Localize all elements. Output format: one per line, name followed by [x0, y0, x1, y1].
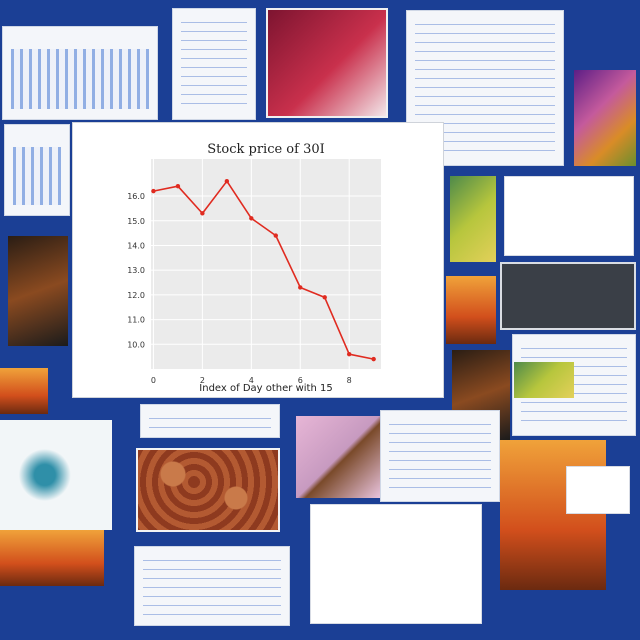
series-group [151, 179, 376, 362]
chart-thumbnail [310, 504, 482, 624]
photo-thumbnail [266, 8, 388, 118]
document-thumbnail [172, 8, 256, 120]
data-point [346, 351, 352, 357]
data-point [151, 188, 156, 194]
document-thumbnail [4, 124, 70, 216]
document-thumbnail [2, 26, 158, 120]
series-line [153, 180, 374, 360]
x-tick-label: 8 [347, 376, 352, 385]
photo-thumbnail [500, 440, 606, 590]
chart-thumbnail [500, 262, 636, 330]
y-tick-label: 11.0 [127, 316, 145, 325]
tick-labels: 16.0 15.0 14.0 13.0 12.0 11.0 10.0 0 2 4 6 8 [127, 192, 352, 385]
photo-thumbnail [514, 362, 574, 398]
chart-thumbnail [566, 466, 630, 514]
chart-title: Stock price of 30I [207, 142, 325, 157]
x-tick-label: 4 [249, 376, 254, 385]
x-tick-label: 2 [200, 376, 205, 385]
grid-lines [151, 159, 381, 369]
y-tick-label: 12.0 [127, 291, 145, 300]
y-tick-label: 16.0 [127, 192, 145, 201]
document-thumbnail [134, 546, 290, 626]
x-tick-label: 0 [151, 376, 156, 385]
data-point [200, 211, 205, 216]
data-point [371, 356, 376, 362]
y-tick-label: 10.0 [127, 340, 145, 349]
x-axis-title: Index of Day other with 15 [199, 383, 332, 394]
x-tick-label: 6 [298, 376, 303, 385]
data-point [298, 285, 303, 290]
photo-thumbnail [296, 416, 380, 498]
photo-thumbnail [136, 448, 280, 532]
data-point [322, 295, 327, 300]
photo-thumbnail [574, 70, 636, 166]
photo-thumbnail [450, 176, 496, 262]
photo-thumbnail [446, 276, 496, 344]
document-thumbnail [380, 410, 500, 502]
photo-thumbnail [0, 420, 112, 530]
photo-thumbnail [0, 368, 48, 414]
data-point [249, 216, 254, 221]
photo-thumbnail [0, 530, 104, 586]
document-thumbnail [140, 404, 280, 438]
y-tick-label: 15.0 [127, 217, 145, 226]
document-thumbnail [512, 334, 636, 436]
y-tick-label: 14.0 [127, 241, 145, 250]
data-point [175, 183, 181, 189]
main-chart-card: Stock price of 30I 16.0 15.0 14.0 13.0 12.0 1… [72, 122, 444, 398]
plot-area [151, 159, 381, 369]
y-tick-label: 13.0 [127, 266, 145, 275]
data-point [273, 233, 278, 238]
data-point [224, 179, 230, 184]
chart-thumbnail [504, 176, 634, 256]
photo-thumbnail [8, 236, 68, 346]
stock-price-chart: Stock price of 30I 16.015.014.013.012.01… [127, 142, 381, 394]
